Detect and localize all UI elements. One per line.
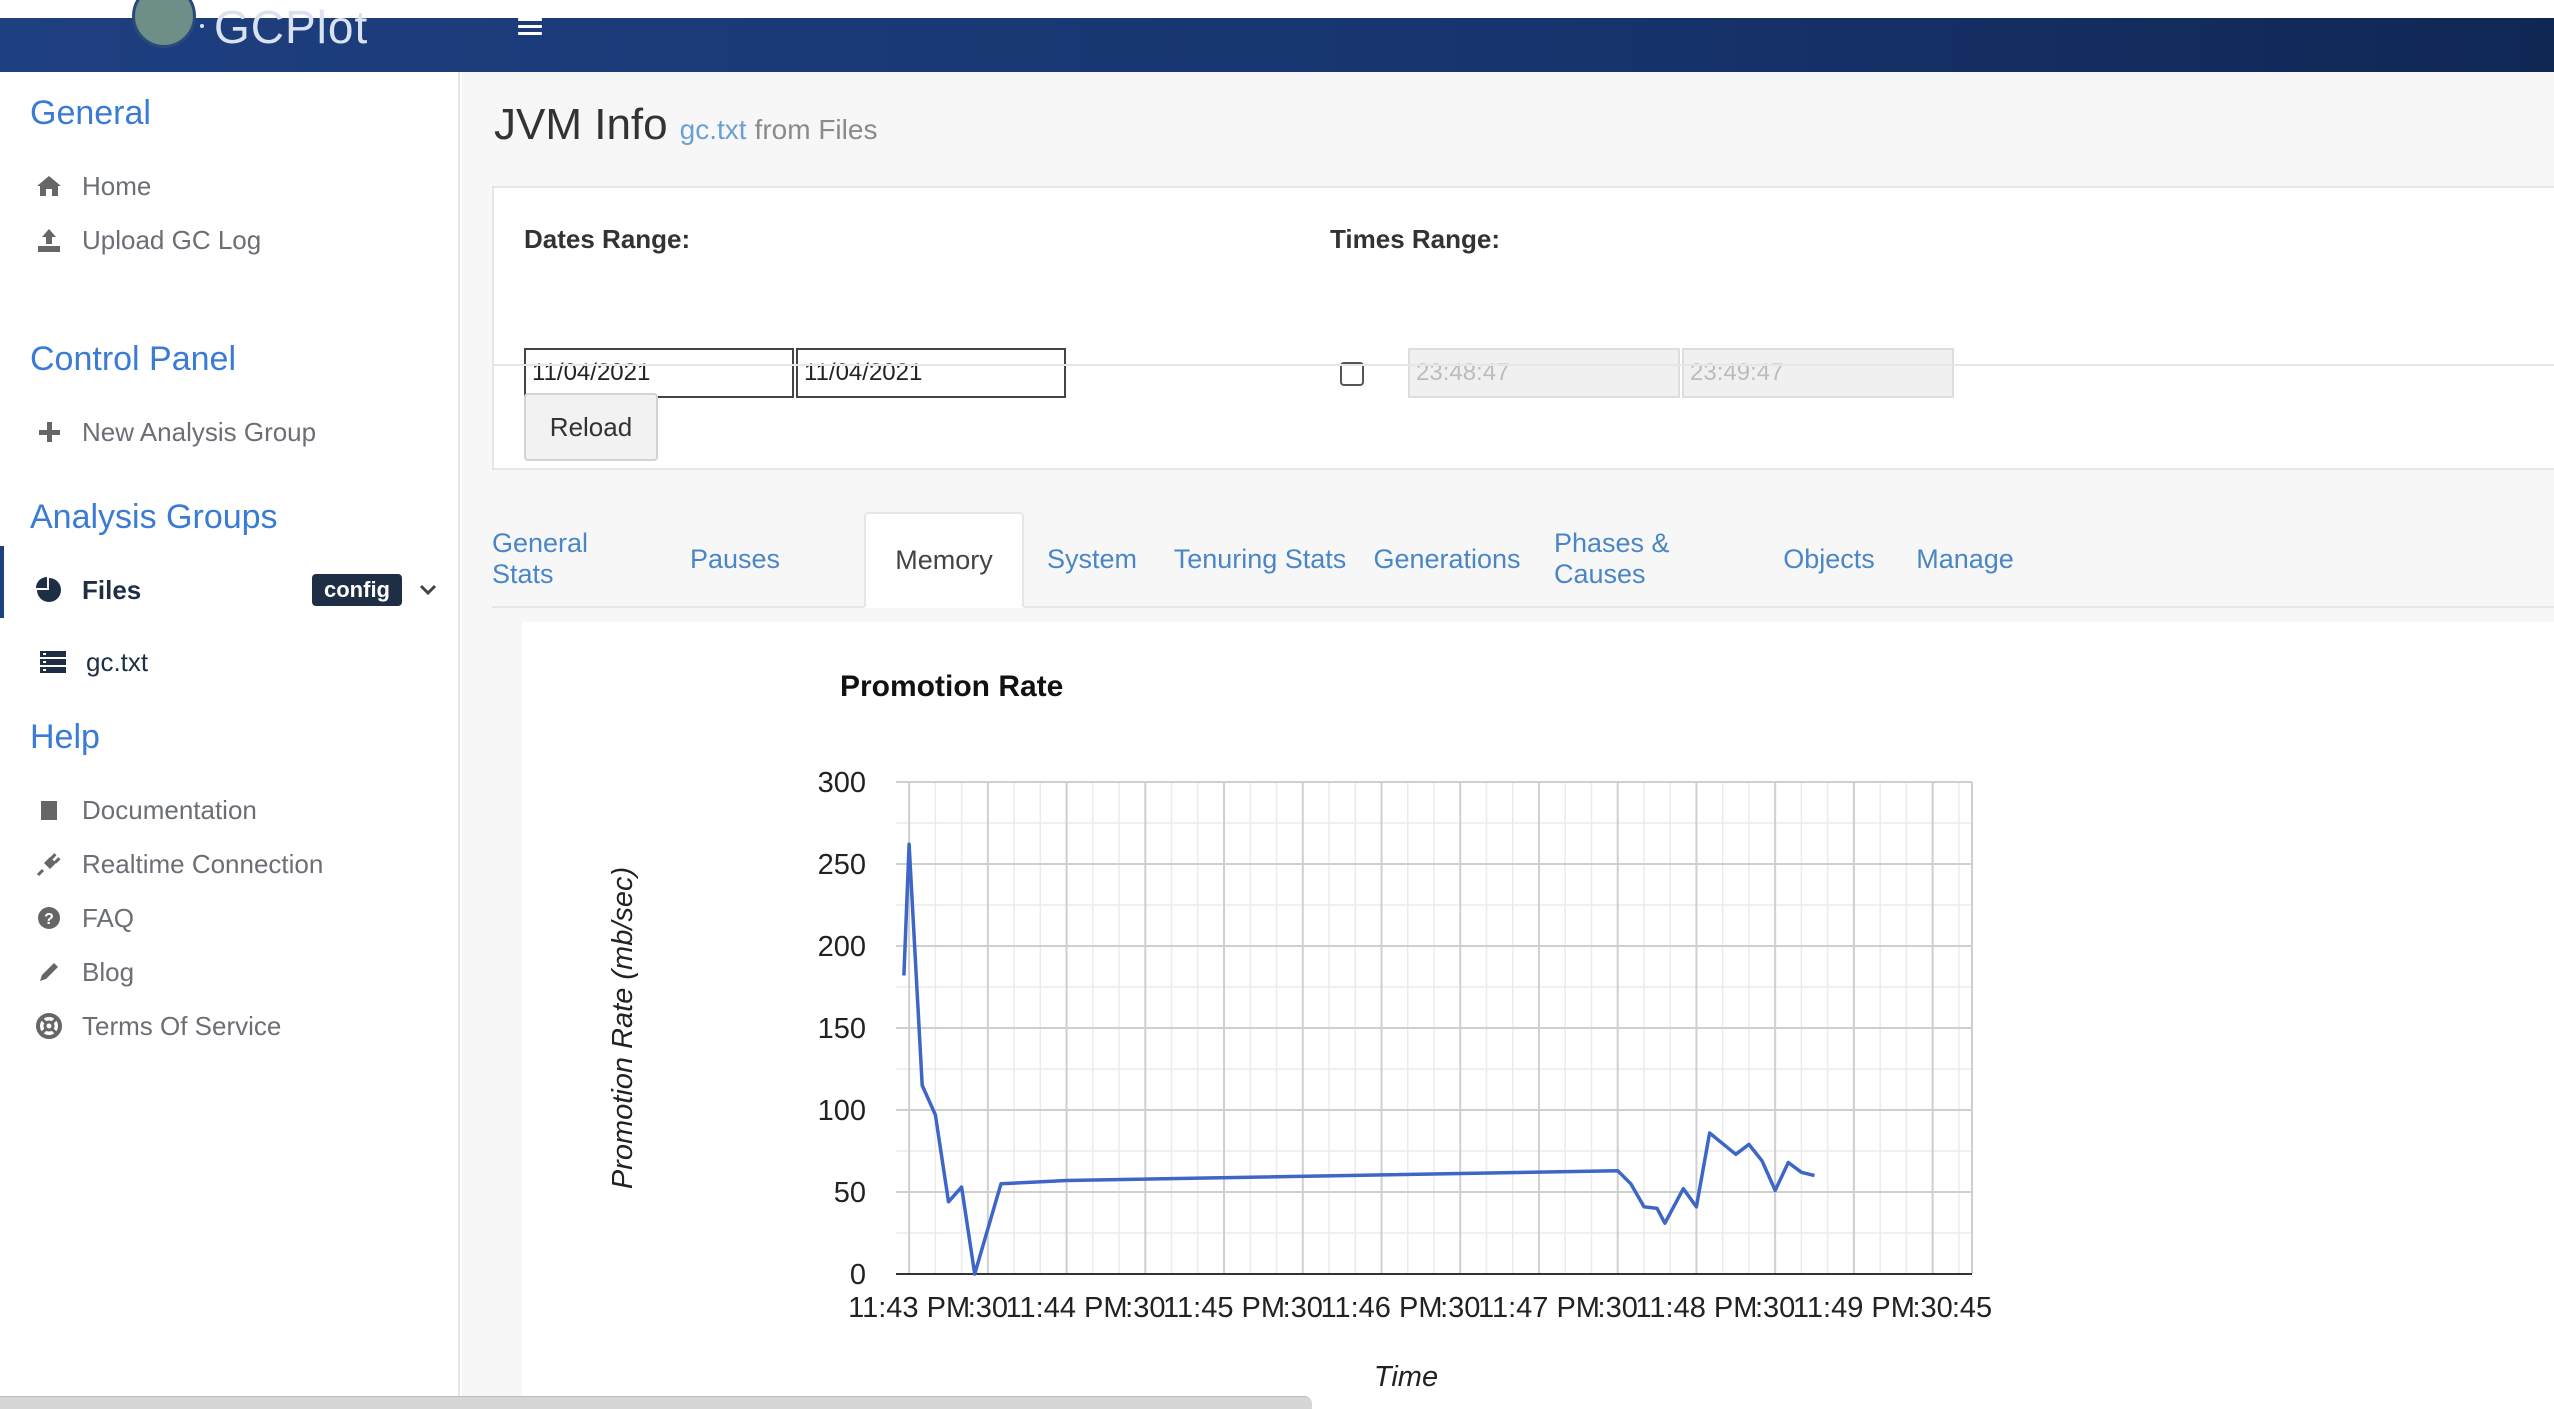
date-from-input[interactable] <box>524 348 794 398</box>
sidebar-item-label: Files <box>82 575 141 606</box>
x-tick-label: 11:46 PM <box>1321 1292 1443 1324</box>
y-tick-label: 150 <box>818 1013 866 1045</box>
y-tick-label: 300 <box>818 767 866 799</box>
sidebar-item-gc-txt[interactable]: gc.txt <box>38 640 148 684</box>
x-tick-label: 11:45 PM <box>1163 1292 1285 1324</box>
tab-tenuring-stats[interactable]: Tenuring Stats <box>1170 512 1350 606</box>
sidebar-item-upload-gc-log[interactable]: Upload GC Log <box>34 218 261 262</box>
main-content: JVM Info gc.txt from Files Dates Range: … <box>462 72 2554 1408</box>
sidebar-section-control-panel: Control Panel <box>30 340 236 379</box>
tab-objects[interactable]: Objects <box>1774 512 1884 606</box>
tab-pauses[interactable]: Pauses <box>680 512 790 606</box>
y-tick-label: 100 <box>818 1095 866 1127</box>
time-to-input[interactable] <box>1682 348 1954 398</box>
file-link[interactable]: gc.txt <box>680 114 747 146</box>
x-tick-label: :30 <box>1755 1292 1795 1324</box>
y-tick-label: 200 <box>818 931 866 963</box>
tab-memory[interactable]: Memory <box>864 512 1024 608</box>
logo-dot <box>200 24 204 28</box>
plus-icon <box>34 417 64 447</box>
sidebar-item-label: Blog <box>82 957 134 988</box>
hamburger-menu-icon[interactable] <box>518 18 542 36</box>
sidebar-item-label: New Analysis Group <box>82 417 316 448</box>
date-to-input[interactable] <box>796 348 1066 398</box>
sidebar-item-home[interactable]: Home <box>34 164 151 208</box>
sidebar-item-label: gc.txt <box>86 647 148 678</box>
plug-icon <box>34 849 64 879</box>
sidebar-item-documentation[interactable]: Documentation <box>34 788 257 832</box>
x-tick-label: :30 <box>1283 1292 1323 1324</box>
upload-icon <box>34 225 64 255</box>
lifebuoy-icon <box>34 1011 64 1041</box>
x-tick-label: :45 <box>1952 1292 1992 1324</box>
sidebar-item-label: Terms Of Service <box>82 1011 281 1042</box>
x-tick-label: :30 <box>1440 1292 1480 1324</box>
page-subtitle: from Files <box>755 114 878 146</box>
sidebar-item-label: Documentation <box>82 795 257 826</box>
tab-bar: General Stats Pauses Memory System Tenur… <box>492 512 2554 608</box>
x-tick-label: 11:48 PM <box>1635 1292 1757 1324</box>
server-icon <box>38 647 68 677</box>
tab-phases-causes[interactable]: Phases & Causes <box>1554 512 1750 606</box>
chevron-down-icon[interactable] <box>414 576 442 604</box>
y-tick-label: 0 <box>850 1259 866 1291</box>
tab-system[interactable]: System <box>1042 512 1142 606</box>
sidebar: General Home Upload GC Log Control Panel… <box>0 72 460 1408</box>
sidebar-item-blog[interactable]: Blog <box>34 950 134 994</box>
times-range-label: Times Range: <box>1330 224 1500 255</box>
filter-panel: Dates Range: Times Range: Reload <box>492 186 2554 470</box>
page-title: JVM Info gc.txt from Files <box>494 100 877 150</box>
svg-text:?: ? <box>44 911 54 928</box>
x-tick-label: :30 <box>1598 1292 1638 1324</box>
sidebar-section-help: Help <box>30 718 100 757</box>
y-tick-label: 250 <box>818 849 866 881</box>
chart-title: Promotion Rate <box>840 670 1063 703</box>
active-indicator <box>0 546 4 618</box>
sidebar-item-realtime-connection[interactable]: Realtime Connection <box>34 842 323 886</box>
sidebar-item-files[interactable]: Files <box>34 568 141 612</box>
x-tick-label: :30 <box>968 1292 1008 1324</box>
book-icon <box>34 795 64 825</box>
page-heading: JVM Info <box>494 100 668 150</box>
x-tick-label: :30 <box>1912 1292 1952 1324</box>
x-tick-label: 11:44 PM <box>1006 1292 1128 1324</box>
sidebar-item-label: Upload GC Log <box>82 225 261 256</box>
x-axis-label: Time <box>1374 1361 1438 1393</box>
y-axis-label: Promotion Rate (mb/sec) <box>607 867 639 1189</box>
x-tick-label: 11:47 PM <box>1478 1292 1600 1324</box>
time-from-input[interactable] <box>1408 348 1680 398</box>
x-tick-label: 11:43 PM <box>848 1292 970 1324</box>
logo-icon <box>132 0 196 48</box>
sidebar-item-label: Realtime Connection <box>82 849 323 880</box>
x-tick-label: 11:49 PM <box>1793 1292 1915 1324</box>
question-icon: ? <box>34 903 64 933</box>
divider <box>494 364 2554 366</box>
dates-range-label: Dates Range: <box>524 224 690 255</box>
sidebar-item-faq[interactable]: ? FAQ <box>34 896 134 940</box>
config-badge[interactable]: config <box>312 574 402 606</box>
pie-chart-icon <box>34 575 64 605</box>
browser-status-bar <box>0 1396 1312 1409</box>
sidebar-item-terms-of-service[interactable]: Terms Of Service <box>34 1004 281 1048</box>
sidebar-item-label: Home <box>82 171 151 202</box>
sidebar-item-new-analysis-group[interactable]: New Analysis Group <box>34 410 316 454</box>
top-navbar: GCPlot <box>0 0 2554 72</box>
sidebar-item-label: FAQ <box>82 903 134 934</box>
sidebar-section-analysis-groups: Analysis Groups <box>30 498 278 537</box>
tab-general-stats[interactable]: General Stats <box>492 512 646 606</box>
y-tick-label: 50 <box>834 1177 866 1209</box>
pencil-icon <box>34 957 64 987</box>
logo-text: GCPlot <box>214 0 368 54</box>
reload-button[interactable]: Reload <box>524 393 658 461</box>
sidebar-section-general: General <box>30 94 151 133</box>
x-tick-label: :30 <box>1125 1292 1165 1324</box>
tab-generations[interactable]: Generations <box>1372 512 1522 606</box>
tab-manage[interactable]: Manage <box>1910 512 2020 606</box>
home-icon <box>34 171 64 201</box>
